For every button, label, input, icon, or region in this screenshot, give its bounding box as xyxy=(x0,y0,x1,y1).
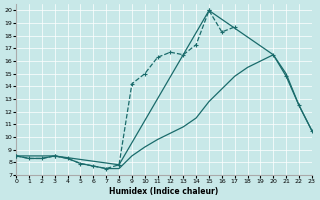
X-axis label: Humidex (Indice chaleur): Humidex (Indice chaleur) xyxy=(109,187,219,196)
